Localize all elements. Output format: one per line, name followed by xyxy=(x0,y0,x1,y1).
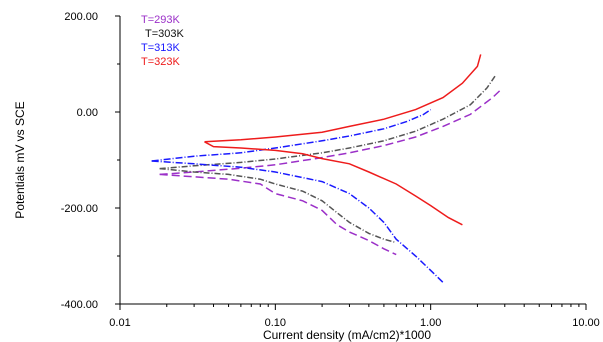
series-t-313k-cathodic-line xyxy=(151,160,444,283)
x-tick-label: 0.01 xyxy=(109,317,130,329)
x-tick-label: 0.10 xyxy=(265,317,286,329)
x-axis-label: Current density (mA/cm2)*1000 xyxy=(263,328,431,342)
legend-entry-t-323k: T=323K xyxy=(141,56,180,68)
series-t-303k-anodic-line xyxy=(159,75,496,170)
y-tick-label: -200.00 xyxy=(61,203,98,215)
x-tick-label: 10.00 xyxy=(572,317,600,329)
y-tick-label: -400.00 xyxy=(61,299,98,311)
series-t-293k-anodic-line xyxy=(159,89,501,176)
axes xyxy=(119,16,586,305)
tick-marks: 200.00 0.00 -200.00 -400.00 0.01 0.10 1.00 10.0… xyxy=(61,11,600,329)
series-t-323k-cathodic-line xyxy=(204,141,463,226)
series-t-323k-anodic-line xyxy=(204,54,482,143)
legend-entry-t-313k: T=313K xyxy=(141,42,180,54)
legend-entry-t-303k: T=303K xyxy=(145,28,184,40)
y-axis-label: Potentials mV vs SCE xyxy=(13,101,27,218)
series-t-303k-cathodic-line xyxy=(159,167,397,244)
series-t-293k-cathodic-line xyxy=(159,173,397,256)
y-tick-label: 200.00 xyxy=(64,11,98,23)
y-tick-label: 0.00 xyxy=(77,107,98,119)
legend: T=293K T=303K T=313K T=323K xyxy=(141,14,184,68)
legend-entry-t-293k: T=293K xyxy=(141,14,180,26)
series-group xyxy=(151,54,501,283)
x-tick-label: 1.00 xyxy=(420,317,441,329)
series-t-313k-anodic-line xyxy=(151,108,432,162)
